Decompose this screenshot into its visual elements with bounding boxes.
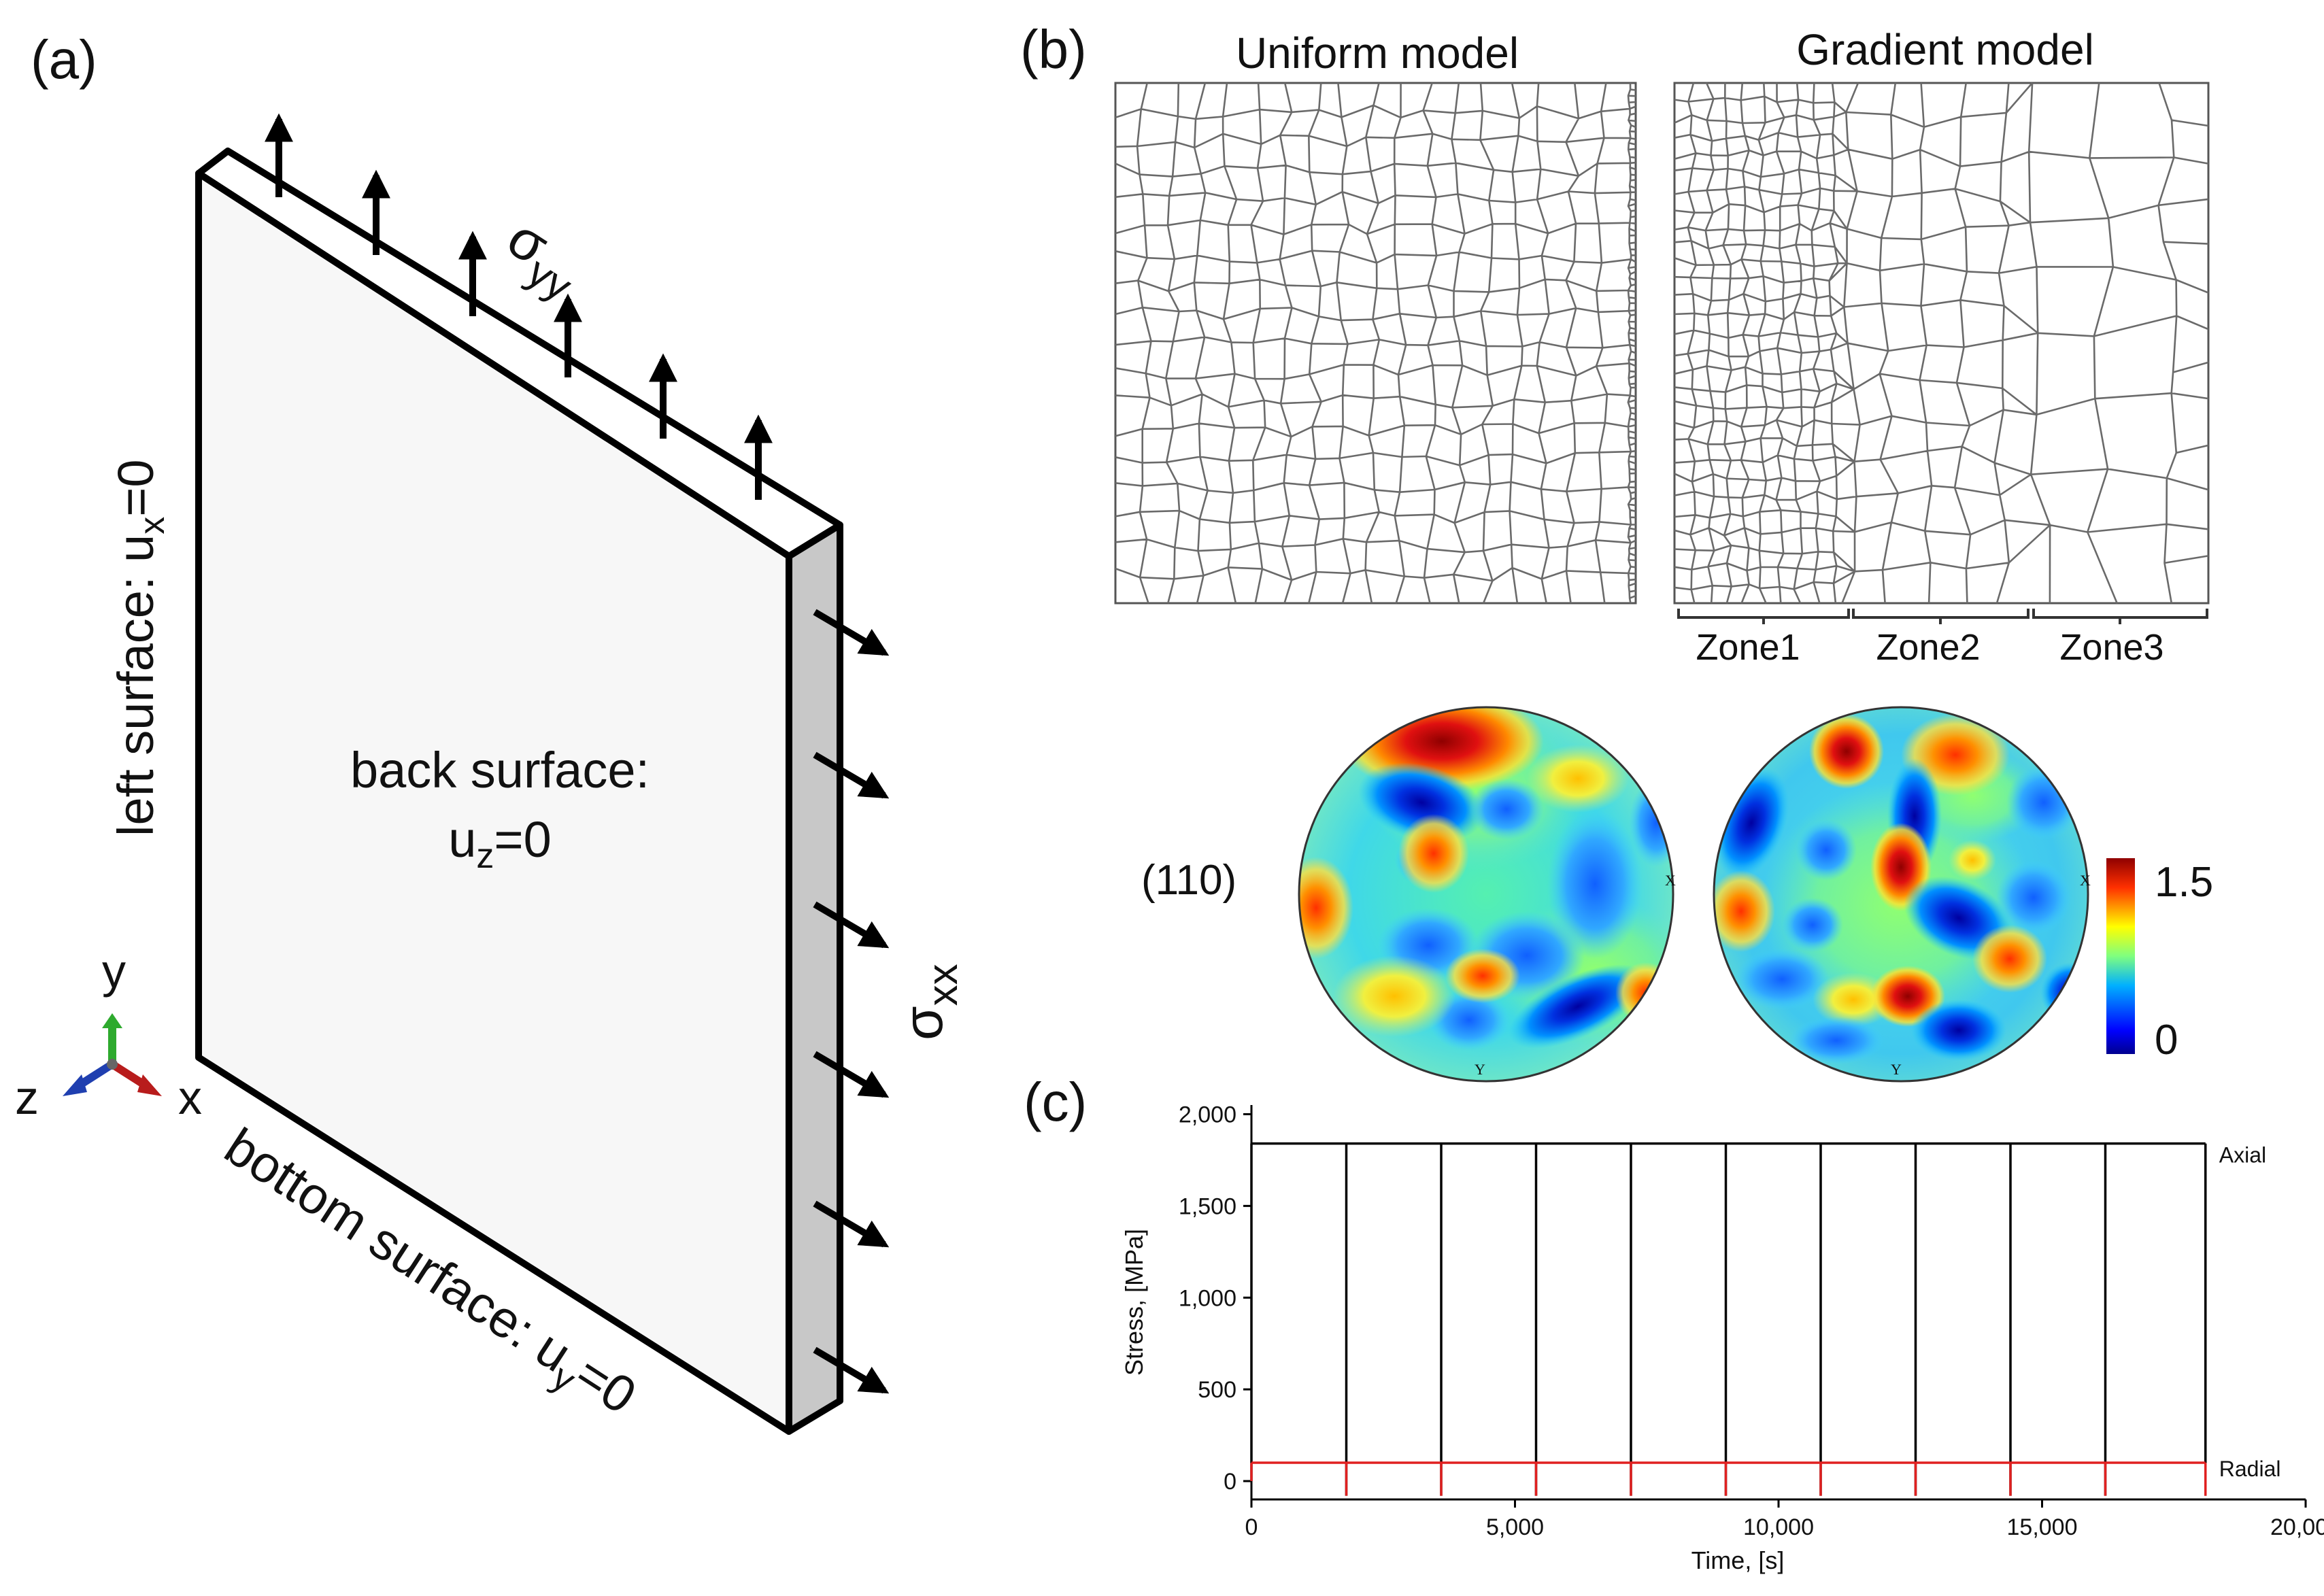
colorbar: 1.5 0 xyxy=(2106,858,2213,1064)
slab-side-face xyxy=(786,522,843,1435)
series-line-axial xyxy=(1251,1142,2206,1496)
pole-figure-gradient: X Y xyxy=(1713,706,2091,1083)
sigma-yy-arrows xyxy=(265,113,773,500)
gradient-grain-mesh xyxy=(1673,82,2210,605)
x-tick-label: 5,000 xyxy=(1486,1514,1544,1540)
pole-y-marker: Y xyxy=(1475,1061,1485,1078)
arrow-right xyxy=(813,751,890,799)
y-tick-label: 2,000 xyxy=(1179,1102,1236,1127)
sigma-xx-arrows xyxy=(813,609,890,1394)
grain-boundaries xyxy=(1674,82,2209,604)
axis-triad: y z x xyxy=(15,945,202,1124)
arrow-right xyxy=(813,609,890,656)
pole-y-marker: Y xyxy=(1891,1061,1902,1078)
zone2-bracket xyxy=(1852,609,2030,624)
colorbar-gradient xyxy=(2106,858,2135,1054)
x-tick-label: 20,000 xyxy=(2270,1514,2324,1540)
zone3-bracket xyxy=(2032,609,2208,624)
gradient-model-title: Gradient model xyxy=(1796,25,2094,74)
uniform-grain-mesh xyxy=(1114,82,1637,605)
zone1-bracket xyxy=(1677,609,1850,624)
axis-origin xyxy=(107,1059,118,1070)
arrow-right xyxy=(813,901,890,949)
y-axis-label: y xyxy=(102,945,126,998)
panel-a-label: (a) xyxy=(31,29,97,90)
sigma-yy-label: σyy xyxy=(490,207,594,311)
panel-a: (a) σyy σxx left surface: ux=0 back xyxy=(15,29,966,1435)
arrow-right xyxy=(813,1200,890,1248)
stress-time-chart: 0 500 1,000 1,500 2,000 0 5,000 10,000 15,000 20,… xyxy=(1120,1102,2324,1574)
back-surface-condition: uz=0 xyxy=(448,811,552,876)
gradient-mesh-frame xyxy=(1673,82,2210,605)
x-tick-label: 10,000 xyxy=(1743,1514,1814,1540)
y-tick-label: 500 xyxy=(1198,1377,1236,1403)
back-surface-label: back surface: xyxy=(350,742,650,798)
pole-x-marker: X xyxy=(1665,872,1676,889)
uniform-model-title: Uniform model xyxy=(1236,29,1519,78)
slab-front-face xyxy=(195,170,792,1435)
y-axis-title: Stress, [MPa] xyxy=(1120,1229,1148,1376)
pole-figure-plane-label: (110) xyxy=(1141,857,1236,904)
x-axis-arrow xyxy=(110,1060,147,1089)
z-axis-label: z xyxy=(15,1071,39,1124)
pole-x-marker: X xyxy=(2080,872,2091,889)
y-axis-head xyxy=(102,1013,122,1028)
panel-c: (c) 0 500 1,000 1,500 2,000 0 5,000 10,000 15,00… xyxy=(1024,1072,2324,1574)
panel-b: (b) Uniform model Gradient model Zone1 Z… xyxy=(1020,19,2213,1083)
x-tick-label: 15,000 xyxy=(2007,1514,2078,1540)
x-axis-head xyxy=(137,1074,162,1096)
pole-figure-uniform: X Y xyxy=(1298,706,1676,1083)
panel-b-label: (b) xyxy=(1020,19,1087,80)
uniform-mesh-frame xyxy=(1114,82,1637,605)
grain-boundaries xyxy=(1115,82,1636,604)
x-tick-label: 0 xyxy=(1245,1514,1258,1540)
arrow-right xyxy=(813,1051,890,1098)
zone3-label: Zone3 xyxy=(2059,627,2163,668)
arrow-right xyxy=(813,1346,890,1394)
series-line-radial xyxy=(1251,1461,2206,1496)
z-axis-arrow xyxy=(78,1060,115,1089)
series-label-axial: Axial xyxy=(2219,1143,2266,1168)
y-tick-label: 1,000 xyxy=(1179,1285,1236,1311)
sigma-xx-label: σxx xyxy=(892,964,966,1040)
series-label-radial: Radial xyxy=(2219,1457,2281,1481)
z-axis-head xyxy=(63,1074,87,1096)
left-surface-label: left surface: ux=0 xyxy=(107,459,172,836)
x-axis-title: Time, [s] xyxy=(1691,1546,1785,1574)
zone1-label: Zone1 xyxy=(1696,627,1800,668)
colorbar-min-label: 0 xyxy=(2155,1017,2178,1064)
y-tick-label: 1,500 xyxy=(1179,1193,1236,1219)
x-axis-label: x xyxy=(178,1071,202,1124)
colorbar-max-label: 1.5 xyxy=(2155,859,2213,906)
y-tick-label: 0 xyxy=(1224,1469,1236,1495)
panel-c-label: (c) xyxy=(1024,1072,1087,1132)
zone-brackets xyxy=(1677,609,2208,624)
zone2-label: Zone2 xyxy=(1876,627,1980,668)
